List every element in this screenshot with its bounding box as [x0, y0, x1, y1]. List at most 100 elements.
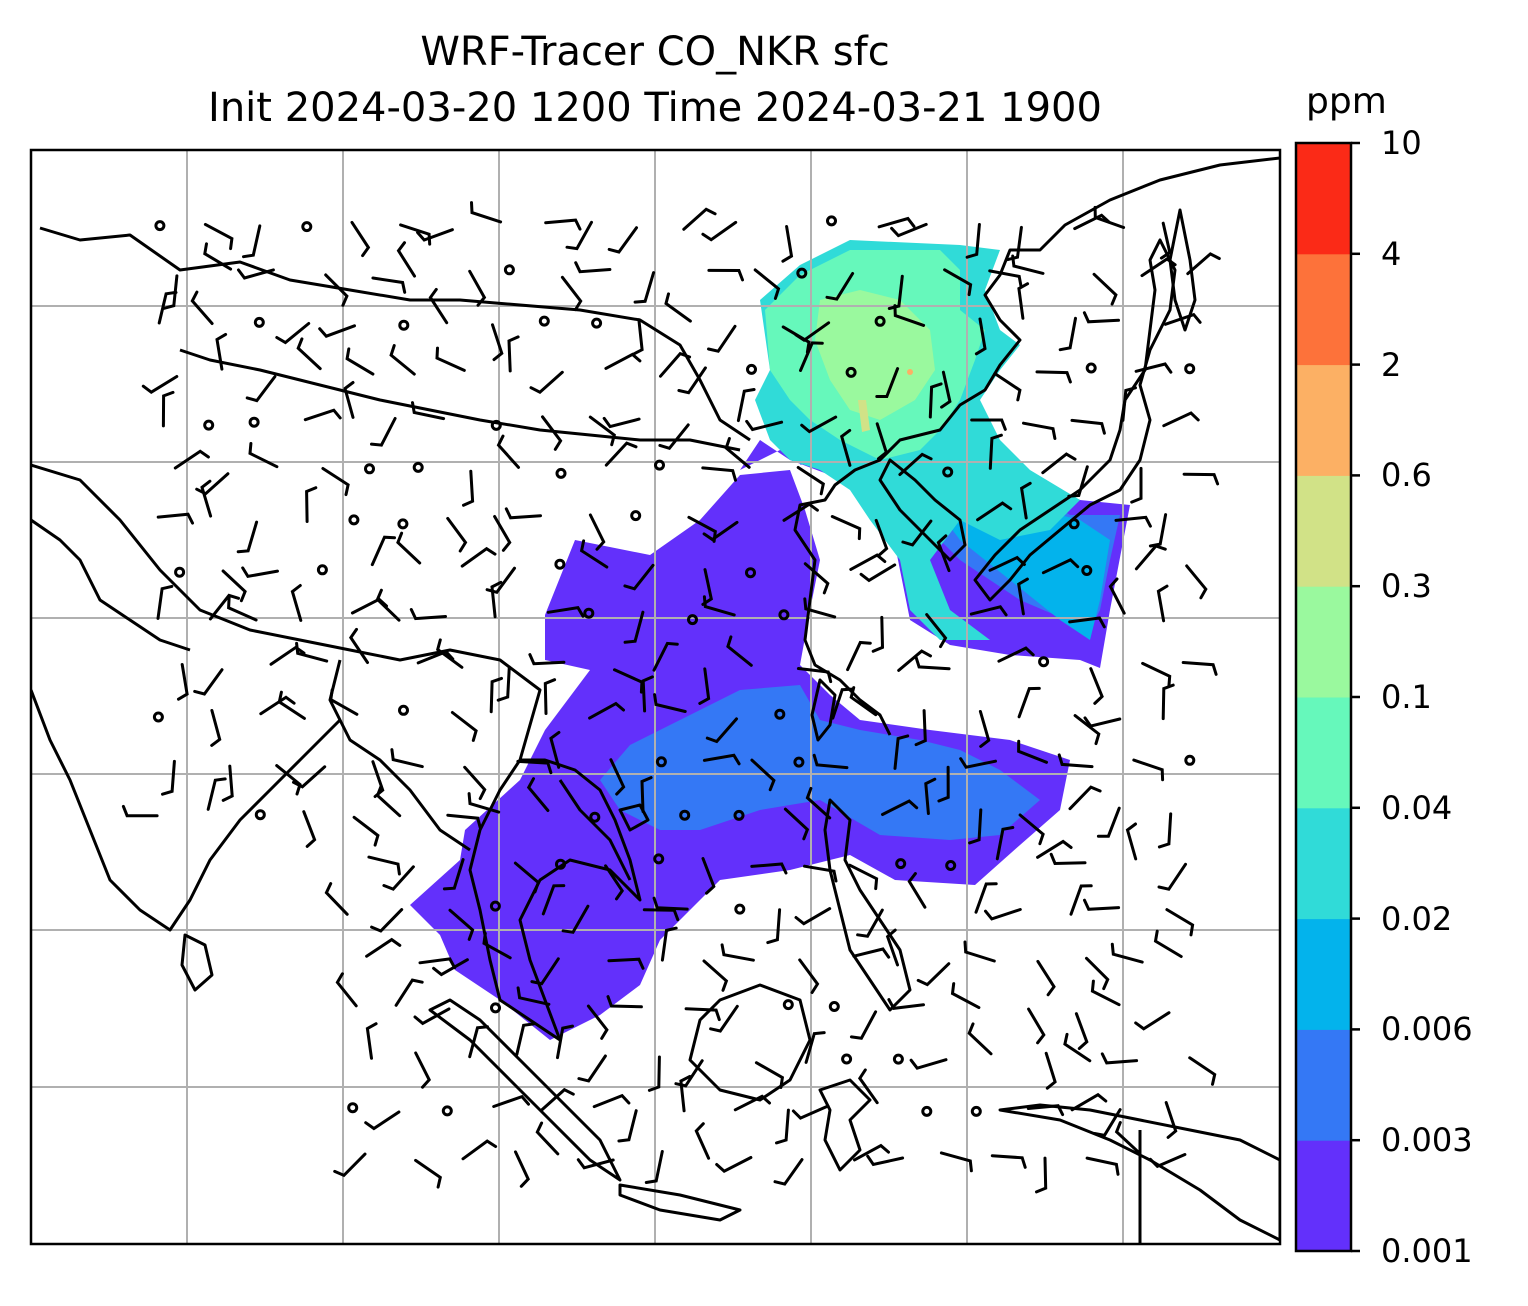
wind-barb: [963, 940, 996, 963]
wind-barb: [664, 292, 692, 323]
wind-barb: [702, 753, 741, 766]
wind-barb: [1068, 616, 1106, 629]
wind-barb: [1027, 1007, 1046, 1045]
wind-barb: [1036, 839, 1073, 859]
colorbar: [1296, 141, 1360, 1253]
calm-wind-marker: [154, 220, 166, 232]
calm-wind-marker: [301, 221, 313, 233]
wind-barb: [990, 1154, 1027, 1169]
wind-barb: [305, 486, 318, 523]
wind-barb: [1141, 661, 1172, 688]
wind-barb: [940, 370, 952, 409]
wind-barb: [652, 641, 679, 672]
wind-barbs: [121, 201, 1221, 1194]
wind-barb: [370, 535, 396, 567]
wind-barb: [592, 1093, 631, 1109]
wind-barb: [925, 613, 948, 649]
wind-barb: [1148, 513, 1168, 548]
wind-barb: [414, 1158, 442, 1189]
wind-barb: [1157, 812, 1173, 849]
wind-barb: [1157, 862, 1187, 891]
wind-barb: [206, 777, 227, 811]
wind-barb: [1035, 1156, 1048, 1194]
wind-barb: [937, 765, 950, 803]
map-gridlines: [31, 150, 1280, 1244]
wind-barb: [640, 776, 653, 813]
wind-barb: [290, 584, 303, 622]
wind-barb: [1093, 205, 1126, 229]
wind-barb: [936, 534, 951, 573]
calm-wind-marker: [826, 215, 837, 227]
wind-barb: [846, 640, 872, 672]
wind-barb: [633, 271, 656, 304]
wind-barb: [348, 627, 369, 664]
wind-barb: [390, 748, 424, 769]
calm-wind-marker: [796, 267, 808, 279]
wind-barb: [604, 864, 625, 901]
wind-barb: [1074, 1012, 1089, 1050]
border-china-mongolia: [39, 226, 751, 442]
wind-barb: [709, 1004, 739, 1033]
wind-barb: [928, 382, 943, 419]
wind-barb: [831, 687, 854, 720]
plume-hotspot: [907, 369, 913, 375]
calm-wind-marker: [490, 1002, 501, 1014]
calm-wind-marker: [555, 467, 567, 479]
wind-barb: [1058, 316, 1077, 352]
wind-barb: [162, 274, 179, 310]
wind-barb: [849, 553, 887, 571]
wind-barb: [561, 904, 590, 934]
coastline-java: [618, 1183, 742, 1222]
wind-barb: [1067, 465, 1089, 498]
wind-barb: [800, 415, 838, 434]
wind-barb: [275, 322, 311, 345]
wind-barb: [969, 605, 1008, 617]
wind-barb: [726, 635, 753, 667]
wind-barb: [623, 610, 645, 644]
wind-barb: [871, 615, 885, 653]
wind-barb: [516, 986, 551, 1006]
calm-wind-marker: [348, 514, 360, 526]
calm-wind-marker: [398, 319, 410, 331]
colorbar-frame: [1294, 141, 1353, 1253]
wind-barb: [684, 1007, 721, 1022]
border-southwest-asia: [31, 518, 191, 652]
wind-barb: [302, 810, 317, 848]
calm-wind-marker: [1038, 656, 1050, 668]
wind-barb: [352, 815, 380, 847]
calm-wind-marker: [774, 708, 786, 720]
coastline-korea: [878, 458, 967, 562]
wind-barb: [623, 563, 655, 591]
wind-barb: [1093, 1108, 1122, 1137]
wind-barb: [715, 1156, 753, 1174]
wind-barb: [1070, 418, 1106, 435]
wind-barb: [462, 469, 475, 507]
wind-barb: [796, 667, 833, 684]
wind-barb: [783, 807, 810, 841]
wind-barb: [950, 982, 981, 1010]
wind-barb: [565, 220, 593, 251]
border-myanmar: [328, 659, 471, 852]
wind-barb: [543, 678, 557, 715]
wind-barb: [1163, 312, 1202, 326]
wind-barb: [631, 318, 644, 356]
wind-barb: [1018, 813, 1045, 846]
wind-barb: [446, 813, 482, 830]
calm-wind-marker: [921, 1105, 933, 1117]
wind-barb: [642, 908, 680, 922]
colorbar-segment: [1296, 697, 1351, 809]
wind-barb: [375, 588, 401, 622]
wind-barb: [432, 958, 469, 977]
coastline-india: [31, 689, 342, 932]
wind-barb: [343, 381, 355, 419]
wind-barb: [702, 520, 739, 542]
wind-barb: [924, 777, 937, 815]
wind-barb: [515, 1022, 536, 1056]
wind-barb: [489, 676, 503, 714]
wind-barb: [893, 304, 926, 327]
wind-barb: [1089, 667, 1104, 705]
colorbar-segment: [1296, 1140, 1351, 1252]
wind-barb: [606, 995, 643, 1009]
wind-barb: [450, 711, 478, 742]
wind-barb: [399, 223, 432, 246]
